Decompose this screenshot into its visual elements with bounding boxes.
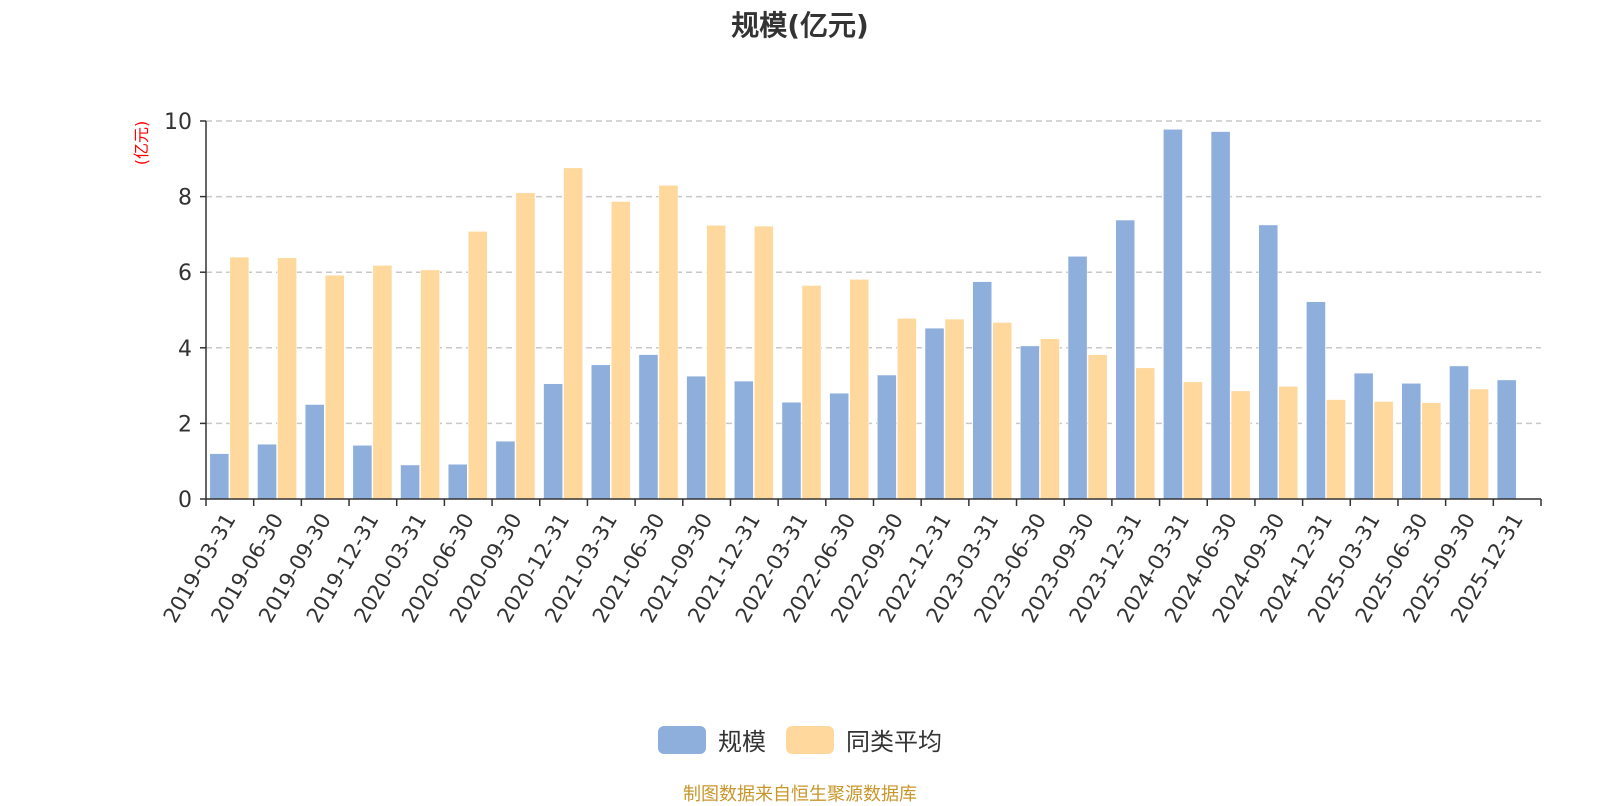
bar-peer-average [849, 279, 869, 500]
legend: 规模 同类平均 [0, 722, 1600, 757]
bar-peer-average [515, 192, 536, 500]
bar-peer-average [1230, 390, 1251, 500]
y-tick-label: 8 [178, 186, 192, 211]
bar-peer-average [1326, 399, 1346, 500]
bar-scale [1353, 372, 1374, 500]
bar-scale [400, 464, 420, 500]
bar-peer-average [229, 256, 250, 500]
bar-scale [1401, 383, 1422, 500]
legend-label-scale: 规模 [718, 728, 766, 756]
bar-peer-average [1183, 381, 1203, 500]
bar-scale [1163, 129, 1183, 500]
bar-peer-average [1135, 367, 1156, 500]
bar-scale [304, 404, 325, 500]
bar-peer-average [944, 318, 965, 500]
bar-peer-average [420, 269, 440, 500]
bar-scale [1115, 219, 1136, 500]
bar-scale [1306, 301, 1326, 500]
bar-scale [447, 463, 468, 500]
bar-peer-average [1087, 354, 1108, 500]
bar-scale [257, 443, 277, 500]
bar-peer-average [1040, 338, 1060, 500]
bar-peer-average [801, 285, 822, 500]
bar-peer-average [563, 167, 583, 500]
bar-peer-average [372, 265, 393, 500]
legend-item-scale[interactable]: 规模 [658, 722, 766, 757]
bar-peer-average [1373, 401, 1394, 500]
chart-title: 规模(亿元) [731, 9, 869, 42]
bar-peer-average [1469, 388, 1489, 500]
bar-peer-average [611, 201, 631, 500]
bar-peer-average [467, 231, 488, 500]
bar-scale [972, 281, 992, 500]
bar-scale [686, 375, 706, 500]
bars [209, 129, 1517, 500]
bar-scale [1210, 131, 1231, 500]
y-tick-label: 0 [178, 488, 192, 513]
y-tick-label: 6 [178, 261, 192, 286]
y-tick-label: 10 [164, 110, 192, 135]
bar-scale [781, 401, 802, 500]
bar-peer-average [277, 257, 297, 500]
bar-scale [638, 354, 659, 500]
bar-scale [1067, 256, 1088, 500]
bar-peer-average [897, 318, 917, 500]
bar-peer-average [658, 185, 679, 500]
bar-peer-average [706, 225, 726, 500]
bar-peer-average [1278, 386, 1299, 500]
bar-peer-average [324, 274, 345, 500]
bar-scale [543, 383, 563, 500]
legend-label-peer-average: 同类平均 [846, 728, 942, 756]
bar-peer-average [992, 322, 1013, 500]
bar-scale [877, 374, 897, 500]
y-axis-label: (亿元) [132, 121, 151, 166]
bar-scale [209, 453, 230, 500]
bar-scale [352, 445, 373, 500]
bar-scale [734, 380, 754, 500]
bar-scale [829, 392, 849, 500]
legend-item-peer-average[interactable]: 同类平均 [786, 722, 942, 757]
legend-swatch-scale [658, 725, 706, 754]
bar-scale [495, 440, 516, 500]
source-note: 制图数据来自恒生聚源数据库 [683, 784, 917, 805]
bar-scale [924, 327, 945, 500]
legend-swatch-peer-average [786, 725, 834, 754]
bar-scale [590, 364, 611, 500]
bar-peer-average [754, 225, 774, 500]
grid-lines [206, 120, 1541, 425]
bar-scale [1258, 224, 1279, 500]
bar-peer-average [1421, 402, 1442, 500]
y-tick-label: 2 [178, 412, 192, 437]
y-tick-label: 4 [178, 337, 192, 362]
bar-scale [1449, 365, 1469, 500]
bar-scale [1496, 379, 1517, 500]
bar-scale [1020, 345, 1040, 500]
